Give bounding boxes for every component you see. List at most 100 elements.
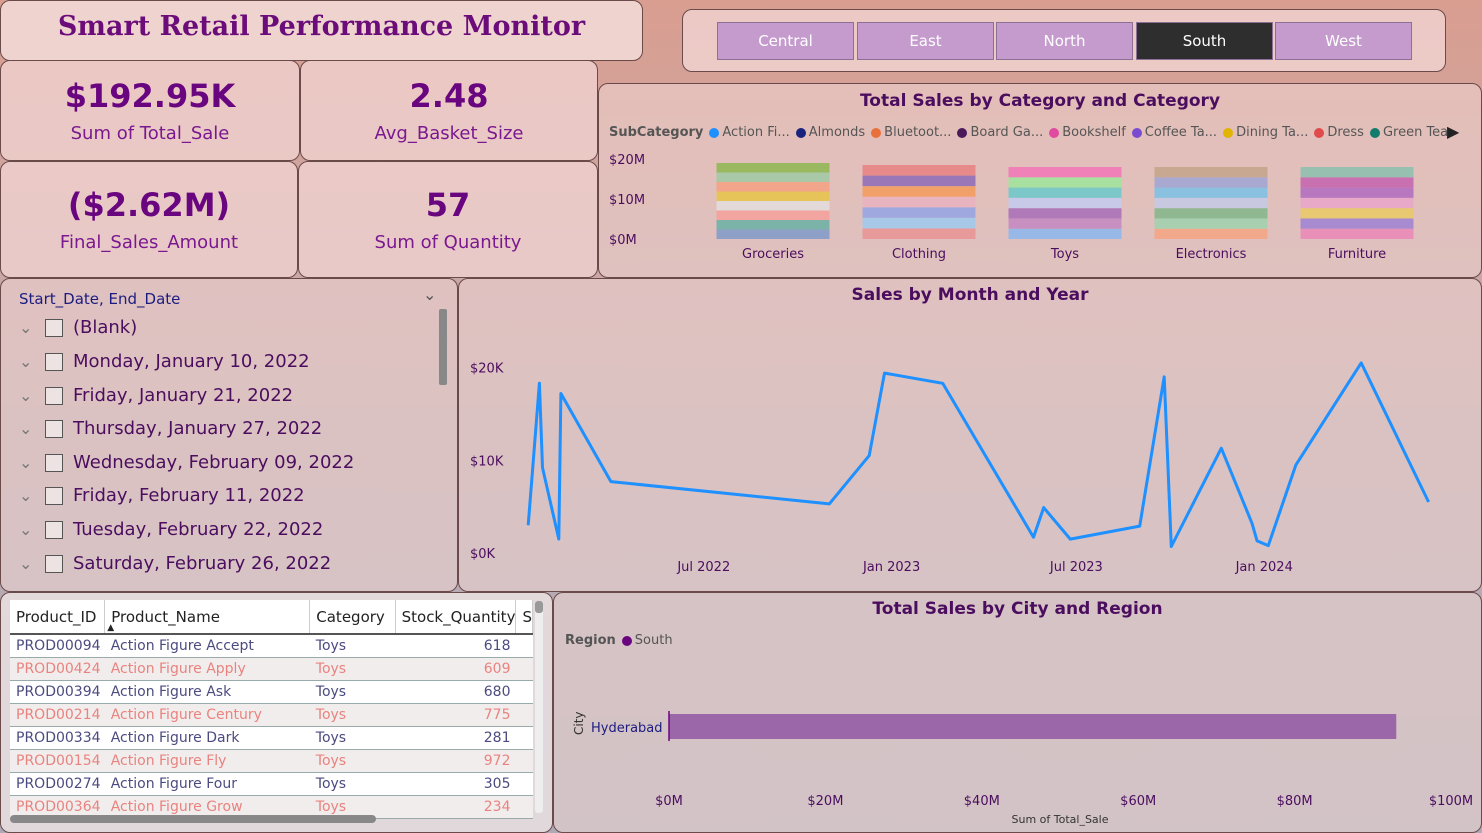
stacked-bar-segment[interactable] bbox=[1008, 208, 1122, 219]
stacked-bar-segment[interactable] bbox=[1008, 197, 1122, 209]
table-row[interactable]: PROD00214 Action Figure Century Toys 775 bbox=[10, 703, 533, 727]
slicer-collapse-chevron-icon[interactable]: ⌄ bbox=[423, 285, 437, 304]
checkbox[interactable] bbox=[45, 453, 63, 472]
city-bar[interactable] bbox=[669, 714, 1397, 739]
legend-item[interactable]: South bbox=[621, 633, 673, 648]
expand-chevron-icon[interactable]: ⌄ bbox=[19, 352, 33, 371]
date-item[interactable]: ⌄ Friday, February 11, 2022 bbox=[19, 485, 305, 506]
stacked-bar-segment[interactable] bbox=[1154, 218, 1268, 229]
table-row[interactable]: PROD00094 Action Figure Accept Toys 618 bbox=[10, 634, 533, 658]
stacked-bar-segment[interactable] bbox=[716, 229, 830, 240]
table-row[interactable]: PROD00364 Action Figure Grow Toys 234 bbox=[10, 795, 533, 819]
column-header[interactable]: S bbox=[515, 600, 533, 635]
checkbox[interactable] bbox=[45, 386, 63, 405]
table-horizontal-scrollbar[interactable] bbox=[10, 815, 376, 823]
stacked-bar-segment[interactable] bbox=[1154, 228, 1268, 239]
date-slicer-panel: Start_Date, End_Date ⌄ ⌄ (Blank) ⌄ Monday,… bbox=[0, 278, 458, 592]
expand-chevron-icon[interactable]: ⌄ bbox=[19, 486, 33, 505]
region-button-east[interactable]: East bbox=[857, 22, 994, 60]
stacked-bar-segment[interactable] bbox=[1008, 177, 1122, 188]
checkbox[interactable] bbox=[45, 419, 63, 438]
checkbox[interactable] bbox=[45, 486, 63, 505]
table-vertical-scrollbar[interactable] bbox=[535, 601, 543, 813]
stacked-bar-segment[interactable] bbox=[1154, 187, 1268, 198]
stacked-bar-segment[interactable] bbox=[1154, 208, 1268, 219]
date-item[interactable]: ⌄ Saturday, February 26, 2022 bbox=[19, 553, 331, 574]
table-row[interactable]: PROD00334 Action Figure Dark Toys 281 bbox=[10, 726, 533, 750]
column-header[interactable]: Product_ID bbox=[10, 600, 106, 635]
expand-chevron-icon[interactable]: ⌄ bbox=[19, 318, 33, 337]
legend-next-arrow-icon[interactable]: ▶ bbox=[1447, 122, 1460, 141]
stacked-bar-segment[interactable] bbox=[716, 163, 830, 173]
checkbox[interactable] bbox=[45, 318, 63, 337]
expand-chevron-icon[interactable]: ⌄ bbox=[19, 520, 33, 539]
date-item[interactable]: ⌄ Thursday, January 27, 2022 bbox=[19, 418, 322, 439]
checkbox[interactable] bbox=[45, 352, 63, 371]
kpi-value: 2.48 bbox=[409, 77, 489, 115]
legend-item[interactable]: Bookshelf bbox=[1049, 125, 1126, 140]
region-button-south[interactable]: South bbox=[1136, 22, 1273, 60]
stacked-bar-segment[interactable] bbox=[1300, 208, 1414, 219]
checkbox[interactable] bbox=[45, 554, 63, 573]
table-row[interactable]: PROD00274 Action Figure Four Toys 305 bbox=[10, 772, 533, 796]
stacked-bar-segment[interactable] bbox=[1154, 197, 1268, 209]
legend-item[interactable]: Action Fi... bbox=[709, 125, 790, 140]
stacked-bar-segment[interactable] bbox=[716, 172, 830, 183]
stacked-bar-segment[interactable] bbox=[862, 175, 976, 187]
table-row[interactable]: PROD00154 Action Figure Fly Toys 972 bbox=[10, 749, 533, 773]
stacked-bar-segment[interactable] bbox=[862, 217, 976, 229]
legend-item[interactable]: Coffee Ta... bbox=[1131, 125, 1217, 140]
date-item[interactable]: ⌄ Tuesday, February 22, 2022 bbox=[19, 519, 323, 540]
stacked-bar-segment[interactable] bbox=[1008, 187, 1122, 198]
stacked-bar-segment[interactable] bbox=[862, 228, 976, 239]
stacked-bar-segment[interactable] bbox=[1008, 218, 1122, 229]
region-legend: Region South bbox=[565, 633, 673, 648]
column-header[interactable]: Stock_Quantity bbox=[395, 600, 517, 635]
expand-chevron-icon[interactable]: ⌄ bbox=[19, 386, 33, 405]
stacked-bar-segment[interactable] bbox=[1154, 177, 1268, 188]
legend-item[interactable]: Almonds bbox=[795, 125, 865, 140]
legend-item[interactable]: Bluetoot... bbox=[871, 125, 951, 140]
stacked-bar-segment[interactable] bbox=[1300, 177, 1414, 188]
stacked-bar-segment[interactable] bbox=[1300, 197, 1414, 209]
region-button-west[interactable]: West bbox=[1275, 22, 1412, 60]
sales-line-chart: $20K $10K $0K Jul 2022 Jan 2023 Jul 2023 Jan 2… bbox=[470, 361, 1430, 575]
date-item[interactable]: ⌄ Friday, January 21, 2022 bbox=[19, 385, 293, 406]
stacked-bar-segment[interactable] bbox=[716, 201, 830, 211]
stacked-bar-segment[interactable] bbox=[1008, 228, 1122, 239]
stacked-bar-segment[interactable] bbox=[862, 196, 976, 208]
sales-series-line[interactable] bbox=[526, 361, 1430, 548]
stacked-bar-segment[interactable] bbox=[862, 207, 976, 218]
date-item[interactable]: ⌄ Wednesday, February 09, 2022 bbox=[19, 452, 354, 473]
legend-item[interactable]: Dining Ta... bbox=[1223, 125, 1308, 140]
region-button-central[interactable]: Central bbox=[717, 22, 854, 60]
stacked-bar-segment[interactable] bbox=[1300, 167, 1414, 178]
stacked-bar-segment[interactable] bbox=[716, 220, 830, 230]
table-row[interactable]: PROD00394 Action Figure Ask Toys 680 bbox=[10, 680, 533, 704]
legend-item[interactable]: Board Ga... bbox=[957, 125, 1043, 140]
stacked-bar-segment[interactable] bbox=[716, 191, 830, 202]
stacked-bar-segment[interactable] bbox=[1154, 167, 1268, 178]
expand-chevron-icon[interactable]: ⌄ bbox=[19, 554, 33, 573]
date-item[interactable]: ⌄ Monday, January 10, 2022 bbox=[19, 351, 310, 372]
table-row[interactable]: PROD00424 Action Figure Apply Toys 609 bbox=[10, 657, 533, 681]
stacked-bar-segment[interactable] bbox=[1300, 187, 1414, 198]
stacked-bar-segment[interactable] bbox=[716, 210, 830, 221]
vertical-scrollbar[interactable] bbox=[439, 309, 447, 385]
column-header[interactable]: Category bbox=[309, 600, 396, 635]
stacked-bar-segment[interactable] bbox=[1008, 167, 1122, 178]
scrollbar-thumb[interactable] bbox=[535, 601, 543, 613]
legend-item[interactable]: Green Tea bbox=[1369, 125, 1448, 140]
expand-chevron-icon[interactable]: ⌄ bbox=[19, 419, 33, 438]
legend-item[interactable]: Dress bbox=[1314, 125, 1364, 140]
stacked-bar-segment[interactable] bbox=[716, 182, 830, 192]
stacked-bar-segment[interactable] bbox=[862, 165, 976, 176]
stacked-bar-segment[interactable] bbox=[862, 186, 976, 197]
date-item[interactable]: ⌄ (Blank) bbox=[19, 317, 137, 338]
expand-chevron-icon[interactable]: ⌄ bbox=[19, 453, 33, 472]
region-button-north[interactable]: North bbox=[996, 22, 1133, 60]
checkbox[interactable] bbox=[45, 520, 63, 539]
column-header[interactable]: Product_Name ▲ bbox=[104, 600, 311, 635]
stacked-bar-segment[interactable] bbox=[1300, 218, 1414, 229]
stacked-bar-segment[interactable] bbox=[1300, 228, 1414, 239]
